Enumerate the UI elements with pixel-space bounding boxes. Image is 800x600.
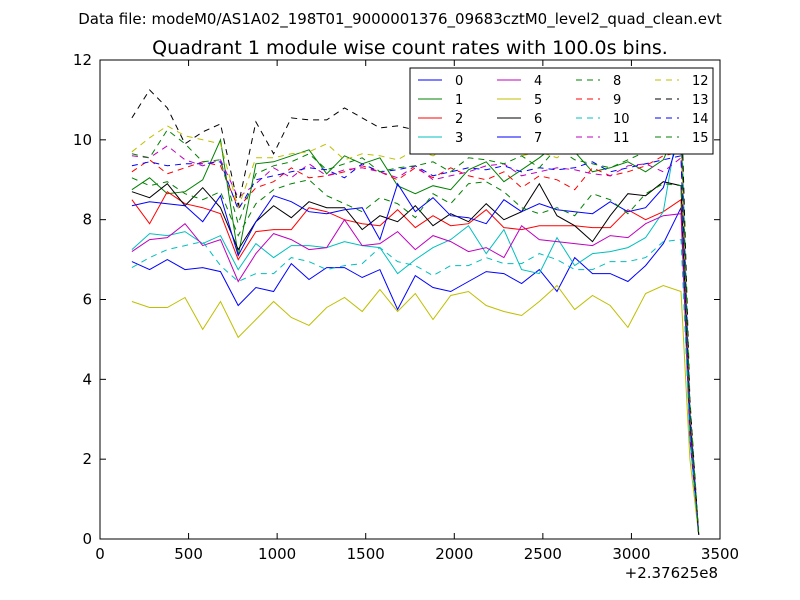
chart-title: Quadrant 1 module wise count rates with … [152, 37, 668, 59]
series-line-2 [131, 190, 700, 536]
series-line-4 [131, 213, 700, 536]
series-line-15 [131, 125, 700, 535]
y-tick-label: 8 [82, 211, 92, 229]
legend-label-7: 7 [534, 131, 542, 146]
legend-label-3: 3 [455, 131, 463, 146]
data-file-header: Data file: modeM0/AS1A02_198T01_90000013… [78, 10, 722, 29]
legend-label-12: 12 [692, 74, 709, 89]
legend-label-11: 11 [613, 131, 630, 146]
y-tick-label: 10 [73, 131, 92, 149]
legend-label-0: 0 [455, 74, 463, 89]
series-line-14 [131, 155, 700, 536]
legend-box [409, 67, 714, 155]
x-tick-label: 1500 [347, 545, 385, 563]
series-line-8 [131, 177, 700, 536]
legend-label-9: 9 [613, 93, 621, 108]
y-tick-label: 4 [82, 370, 92, 388]
legend-label-2: 2 [455, 112, 463, 127]
y-tick-label: 12 [73, 51, 92, 69]
legend-label-4: 4 [534, 74, 542, 89]
x-tick-label: 3500 [701, 545, 739, 563]
legend-label-8: 8 [613, 74, 621, 89]
x-tick-label: 3000 [612, 545, 650, 563]
x-tick-label: 0 [95, 545, 105, 563]
legend-label-10: 10 [613, 112, 630, 127]
legend-label-6: 6 [534, 112, 542, 127]
y-tick-label: 0 [82, 530, 92, 548]
legend-label-14: 14 [692, 112, 709, 127]
x-tick-label: 2500 [524, 545, 562, 563]
y-tick-label: 2 [82, 450, 92, 468]
x-tick-label: 500 [174, 545, 203, 563]
legend-label-13: 13 [692, 93, 709, 108]
series-line-3 [131, 107, 700, 536]
y-tick-label: 6 [82, 291, 92, 309]
series-line-5 [131, 284, 700, 536]
x-tick-label: 2000 [435, 545, 473, 563]
legend-label-1: 1 [455, 93, 463, 108]
series-line-0 [131, 207, 700, 536]
series-line-13 [131, 89, 700, 536]
x-offset-label: +2.37625e8 [625, 564, 718, 582]
legend-label-5: 5 [534, 93, 542, 108]
series-line-1 [131, 119, 700, 534]
legend-label-15: 15 [692, 131, 709, 146]
series-line-6 [131, 181, 700, 536]
series-line-11 [131, 145, 700, 536]
x-tick-label: 1000 [258, 545, 296, 563]
